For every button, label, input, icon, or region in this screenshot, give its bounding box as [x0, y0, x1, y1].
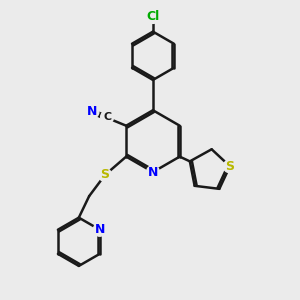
- Text: N: N: [87, 105, 98, 118]
- Circle shape: [93, 223, 106, 236]
- Circle shape: [224, 160, 236, 173]
- Text: N: N: [94, 223, 105, 236]
- Text: Cl: Cl: [146, 11, 160, 23]
- Circle shape: [86, 105, 99, 118]
- Circle shape: [146, 11, 159, 23]
- Text: C: C: [103, 112, 111, 122]
- Text: S: S: [225, 160, 234, 173]
- Circle shape: [99, 169, 112, 182]
- Text: S: S: [100, 168, 109, 182]
- Circle shape: [146, 166, 159, 178]
- Text: N: N: [148, 166, 158, 178]
- Circle shape: [101, 111, 114, 124]
